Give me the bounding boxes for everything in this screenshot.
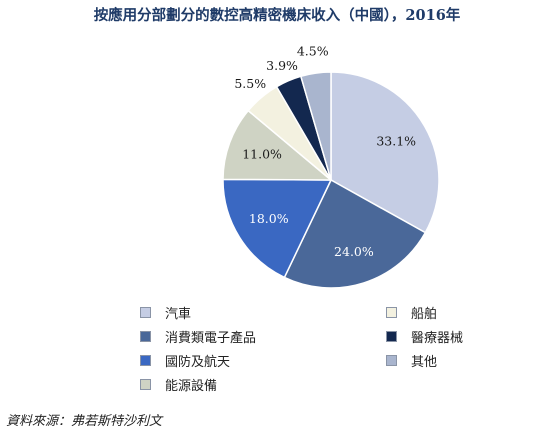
slice-label-others: 4.5% xyxy=(297,44,329,59)
legend-item-others: 其他 xyxy=(386,351,437,370)
pie-chart: 33.1% 24.0% 18.0% 11.0% 5.5%3.9%4.5% xyxy=(222,44,440,289)
legend-item-energy-equipment: 能源設備 xyxy=(140,375,217,394)
chart-legend: 汽車 消費類電子產品 國防及航天 能源設備 船舶 醫療器械 其他 xyxy=(140,303,470,399)
pie-slice-energy-equipment xyxy=(222,109,334,181)
slice-label-consumer-electronics: 24.0% xyxy=(334,244,374,259)
pie-slice-consumer-electronics xyxy=(283,178,427,289)
legend-item-medical-devices: 醫療器械 xyxy=(386,327,463,346)
slice-label-medical-devices: 3.9% xyxy=(266,58,298,73)
legend-swatch xyxy=(386,307,397,318)
legend-label: 消費類電子產品 xyxy=(165,331,257,346)
legend-swatch xyxy=(140,355,151,366)
pie-slice-others xyxy=(299,71,332,181)
chart-title: 按應用分部劃分的數控高精密機床收入（中國），2016年 xyxy=(93,7,461,24)
legend-label: 國防及航天 xyxy=(165,355,231,370)
legend-label: 其他 xyxy=(411,355,438,370)
legend-swatch xyxy=(386,331,397,342)
slice-label-defense-aerospace: 18.0% xyxy=(249,211,289,226)
legend-item-consumer-electronics: 消費類電子產品 xyxy=(140,327,256,346)
legend-item-shipbuilding: 船舶 xyxy=(386,303,437,322)
legend-item-defense-aerospace: 國防及航天 xyxy=(140,351,230,370)
pie-slice-automotive xyxy=(330,71,440,234)
legend-label: 醫療器械 xyxy=(411,331,464,346)
legend-swatch xyxy=(140,379,151,390)
legend-label: 船舶 xyxy=(411,307,438,322)
pie-slice-defense-aerospace xyxy=(222,178,333,279)
legend-label: 能源設備 xyxy=(165,379,218,394)
legend-label: 汽車 xyxy=(165,307,192,322)
legend-swatch xyxy=(386,355,397,366)
legend-swatch xyxy=(140,331,151,342)
slice-label-automotive: 33.1% xyxy=(376,134,416,149)
slice-label-energy-equipment: 11.0% xyxy=(242,147,282,162)
source-note: 資料來源：弗若斯特沙利文 xyxy=(6,414,163,429)
slice-label-shipbuilding: 5.5% xyxy=(234,76,266,91)
legend-swatch xyxy=(140,307,151,318)
legend-item-automotive: 汽車 xyxy=(140,303,191,322)
